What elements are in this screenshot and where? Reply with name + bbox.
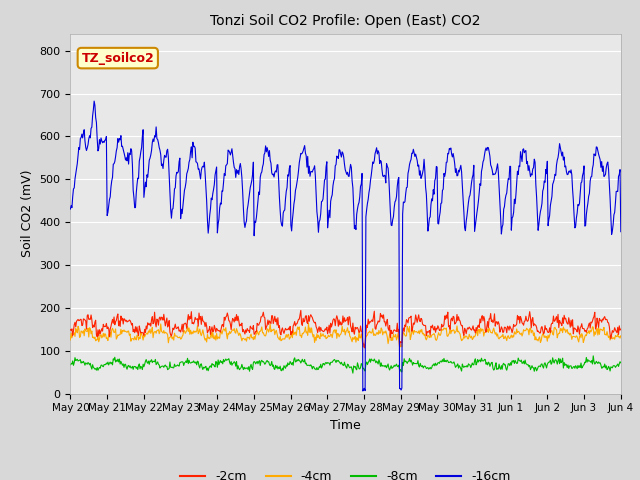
Title: Tonzi Soil CO2 Profile: Open (East) CO2: Tonzi Soil CO2 Profile: Open (East) CO2 bbox=[211, 14, 481, 28]
X-axis label: Time: Time bbox=[330, 419, 361, 432]
Legend: -2cm, -4cm, -8cm, -16cm: -2cm, -4cm, -8cm, -16cm bbox=[175, 465, 516, 480]
Y-axis label: Soil CO2 (mV): Soil CO2 (mV) bbox=[21, 170, 34, 257]
Text: TZ_soilco2: TZ_soilco2 bbox=[81, 51, 154, 65]
